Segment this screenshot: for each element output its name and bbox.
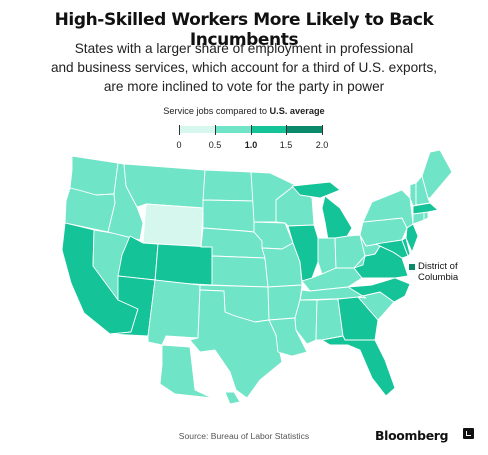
dc-marker xyxy=(409,264,415,270)
legend-tick-label-2.0: 2.0 xyxy=(315,140,329,150)
legend-bin-3 xyxy=(286,126,322,133)
legend-title: Service jobs compared to U.S. average xyxy=(0,106,488,116)
state-KS xyxy=(211,255,269,288)
legend-tick-label-1.0: 1.0 xyxy=(244,140,258,150)
subtitle-line-3: are more inclined to vote for the party … xyxy=(103,79,385,94)
state-AK xyxy=(159,344,213,399)
state-HI xyxy=(224,391,241,405)
state-ND xyxy=(202,169,255,202)
dc-annotation: District of Columbia xyxy=(418,261,488,283)
dc-label-line-1: District of xyxy=(418,261,458,272)
legend-tick xyxy=(322,125,323,135)
chart-subtitle: States with a larger share of employment… xyxy=(24,39,464,96)
state-ME xyxy=(421,149,453,199)
state-WA xyxy=(69,155,119,196)
legend-bin-1 xyxy=(215,126,251,133)
state-MI xyxy=(321,195,353,241)
legend-tick-label-0.5: 0.5 xyxy=(208,140,222,150)
legend-tick xyxy=(215,125,216,135)
source-note: Source: Bureau of Labor Statistics xyxy=(178,431,310,441)
legend-title-prefix: Service jobs compared to xyxy=(163,106,270,116)
state-CO xyxy=(154,243,213,286)
state-IN xyxy=(317,237,337,275)
legend-tick xyxy=(251,125,252,135)
state-TX xyxy=(189,289,283,399)
dc-label-line-2: Columbia xyxy=(418,272,459,283)
state-NC xyxy=(347,277,411,303)
state-NM xyxy=(147,279,201,346)
subtitle-line-2: and business services, which account for… xyxy=(50,60,438,75)
legend-bin-2 xyxy=(251,126,286,133)
state-WY xyxy=(142,203,204,248)
state-RI xyxy=(423,211,429,221)
legend-tick xyxy=(179,125,180,135)
bloomberg-mark-icon xyxy=(463,428,474,439)
legend-tick-label-1.5: 1.5 xyxy=(279,140,293,150)
state-VT xyxy=(409,182,417,207)
chart-title: High-Skilled Workers More Likely to Back… xyxy=(54,10,434,50)
legend-title-bold: U.S. average xyxy=(269,106,325,116)
state-DE xyxy=(401,237,411,257)
state-SD xyxy=(202,199,255,233)
legend-tick xyxy=(286,125,287,135)
legend-bin-0 xyxy=(179,126,215,133)
subtitle-line-1: States with a larger share of employment… xyxy=(74,41,414,56)
state-MI-UP xyxy=(291,181,341,199)
state-FL xyxy=(321,335,396,397)
state-MT xyxy=(123,163,206,209)
state-NH xyxy=(415,175,431,206)
bloomberg-logo: Bloomberg xyxy=(375,428,449,443)
state-NJ xyxy=(405,223,419,253)
legend-color-bar xyxy=(179,126,322,133)
legend-tick-label-0: 0 xyxy=(176,140,182,150)
